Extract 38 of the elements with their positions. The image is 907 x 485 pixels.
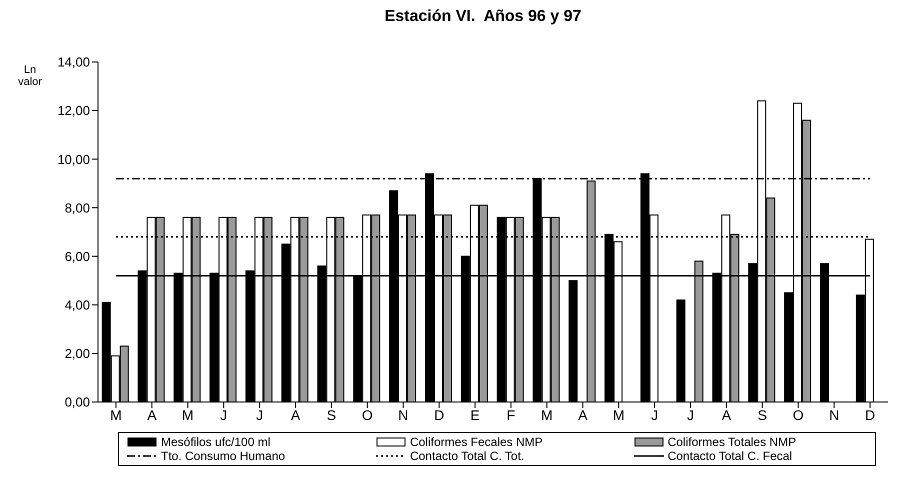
legend-label: Tto. Consumo Humano <box>161 449 286 463</box>
legend-label: Coliformes Totales NMP <box>668 435 796 449</box>
x-tick-label: J <box>651 406 658 423</box>
legend-label: Coliformes Fecales NMP <box>410 435 543 449</box>
x-tick-label: A <box>578 406 588 423</box>
x-tick-label: M <box>110 406 122 423</box>
legend-label: Contacto Total C. Fecal <box>668 449 792 463</box>
y-tick-label: 8,00 <box>64 200 90 216</box>
x-tick-label: M <box>612 406 625 423</box>
x-tick-label: E <box>470 406 480 423</box>
x-tick-label: N <box>829 406 840 423</box>
x-tick-label: N <box>398 406 408 423</box>
x-tick-label: S <box>758 406 767 423</box>
x-tick-label: D <box>434 406 444 423</box>
y-tick-label: 6,00 <box>64 248 90 264</box>
x-tick-label: F <box>506 406 516 423</box>
x-tick-label: J <box>256 406 264 423</box>
x-tick-label: S <box>326 406 336 423</box>
x-tick-label: J <box>220 406 228 423</box>
x-tick-label: O <box>362 406 373 423</box>
y-tick-label: 0,00 <box>64 394 90 410</box>
y-tick-label: 14,00 <box>57 54 90 70</box>
x-tick-label: M <box>182 406 194 423</box>
y-tick-label: 2,00 <box>64 346 90 362</box>
y-tick-label: 4,00 <box>64 297 90 312</box>
x-tick-label: D <box>864 406 876 423</box>
legend-label: Contacto Total C. Tot. <box>410 449 524 463</box>
y-tick-label: 10,00 <box>57 152 90 167</box>
y-tick-label: 12,00 <box>57 103 90 118</box>
chart-title: Estación VI. Años 96 y 97 <box>384 8 582 27</box>
x-tick-label: A <box>290 406 301 423</box>
x-tick-label: J <box>687 406 694 423</box>
x-tick-label: M <box>541 406 553 423</box>
y-axis-title: Ln valor <box>17 64 43 88</box>
x-tick-label: A <box>147 406 158 423</box>
x-tick-label: O <box>792 406 804 423</box>
legend-label: Mesófilos ufc/100 ml <box>161 435 270 449</box>
x-tick-label: A <box>722 406 732 423</box>
